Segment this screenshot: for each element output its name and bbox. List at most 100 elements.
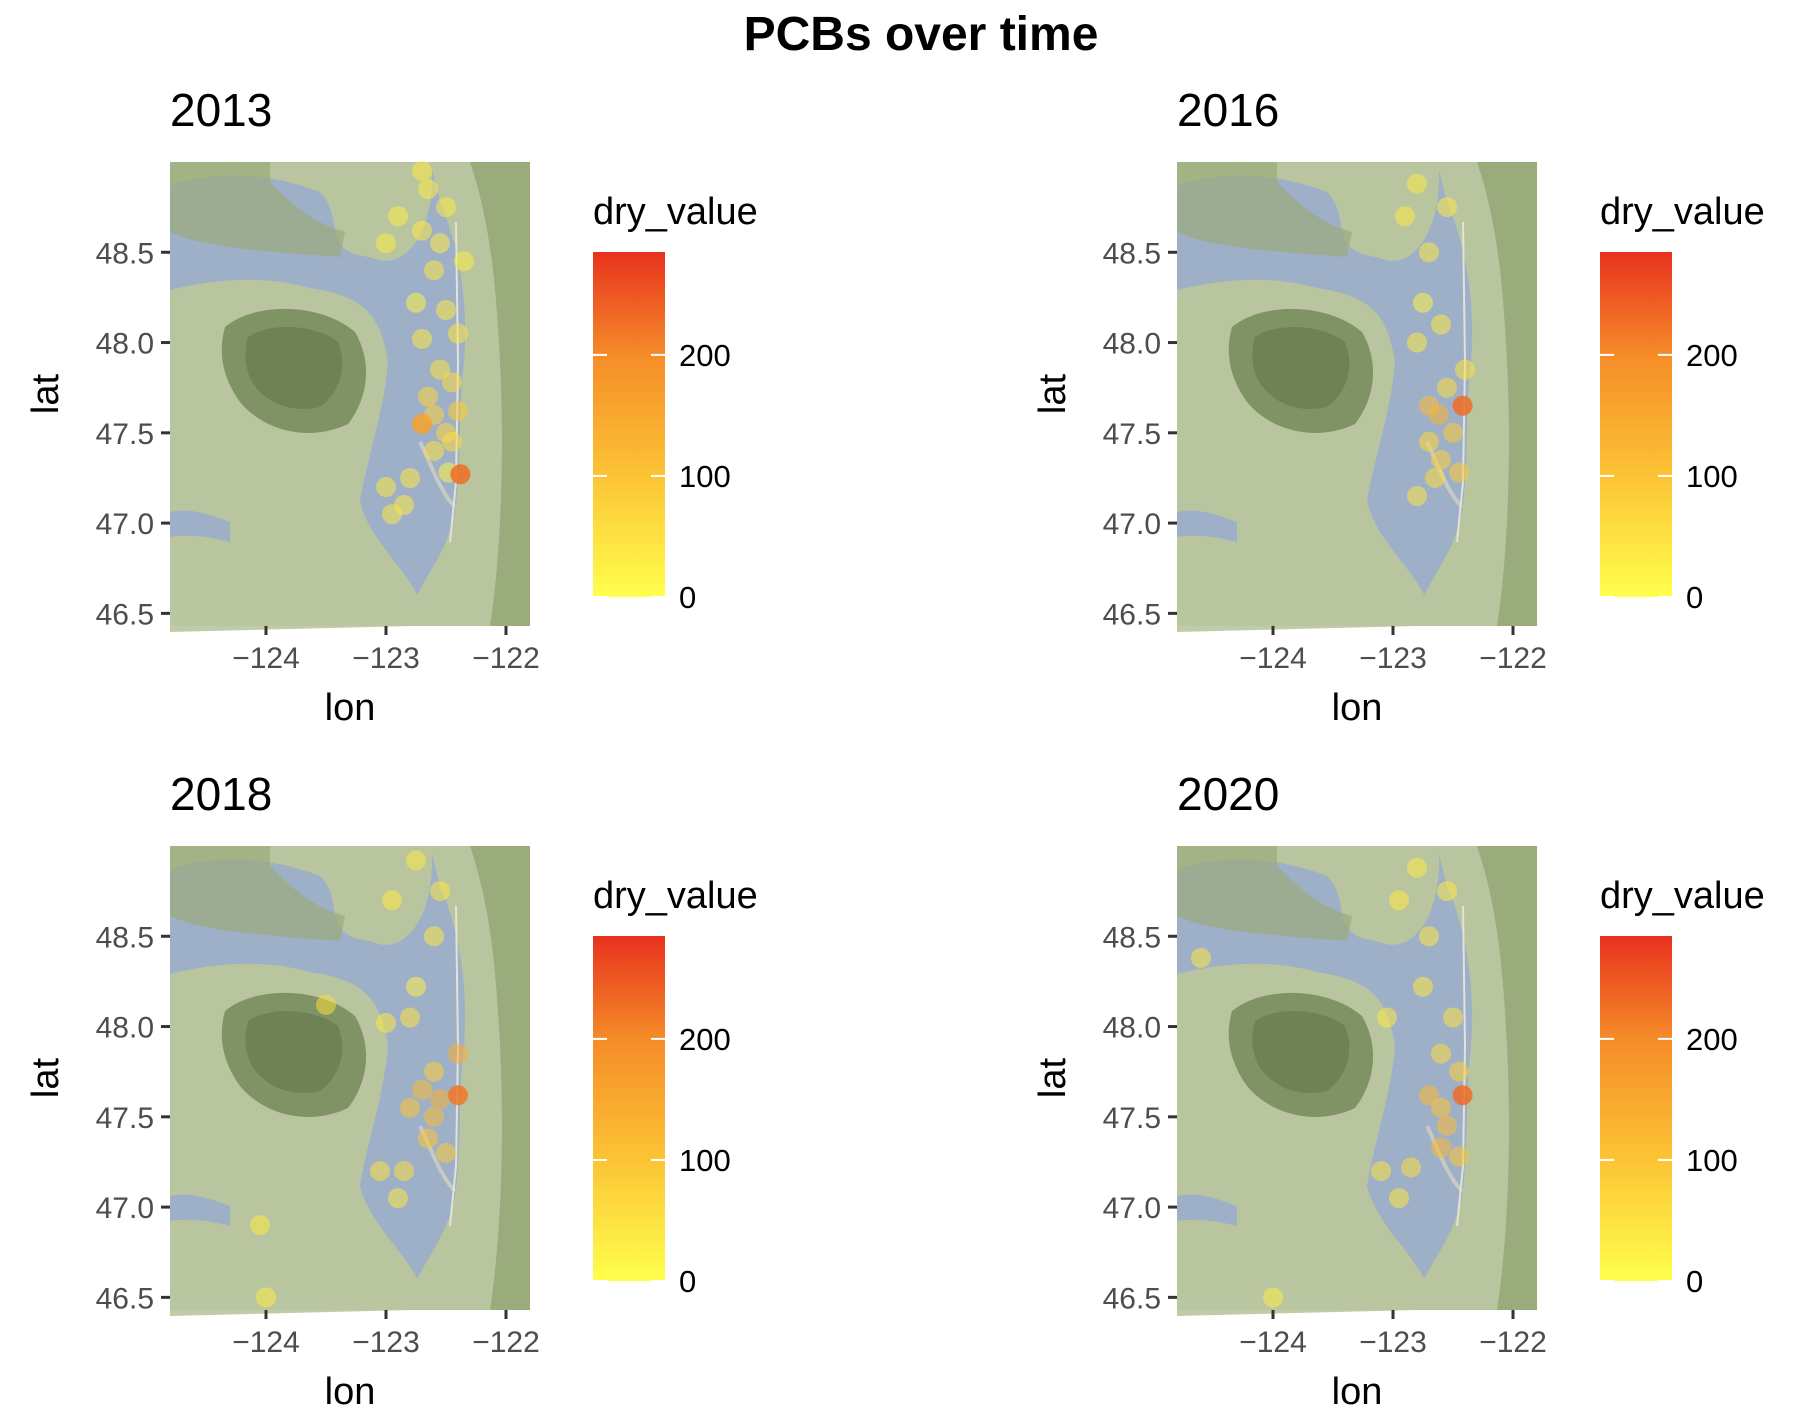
data-point: [448, 1085, 468, 1106]
y-tick-label: 48.5: [1103, 237, 1161, 270]
y-tick-label: 47.5: [1103, 418, 1161, 451]
y-tick-label: 47.0: [96, 508, 154, 541]
legend-tick-label: 100: [1686, 1143, 1738, 1178]
data-point: [1431, 1097, 1451, 1118]
color-legend: dry_value 0 100 200: [1600, 875, 1765, 1299]
x-tick-label: −122: [472, 1326, 540, 1359]
data-point: [1455, 359, 1475, 380]
data-point: [1449, 462, 1469, 483]
data-point: [1419, 926, 1439, 947]
data-point: [412, 220, 432, 241]
colorbar: [593, 936, 665, 1281]
y-tick-label: 48.5: [1103, 921, 1161, 954]
data-point: [1437, 377, 1457, 398]
x-tick-label: −122: [472, 642, 540, 675]
x-tick-label: −124: [1239, 1326, 1307, 1359]
data-point: [1395, 206, 1415, 227]
y-tick-label: 46.5: [96, 598, 154, 631]
data-point: [1413, 292, 1433, 313]
data-point: [1413, 976, 1433, 997]
data-point: [418, 1128, 438, 1149]
y-tick-label: 48.5: [96, 237, 154, 270]
data-point: [1452, 395, 1473, 416]
x-tick-label: −123: [352, 1326, 420, 1359]
colorbar: [1600, 252, 1672, 597]
data-point: [424, 440, 444, 461]
data-point: [454, 251, 474, 272]
data-point: [406, 850, 426, 871]
y-axis-label: lat: [1032, 373, 1074, 414]
panel-2020: 2020 −124 −123 −122 46.5 47.0 47.5 48.0 48.5 lon l…: [1032, 768, 1765, 1413]
data-point: [1431, 1137, 1451, 1158]
data-point: [442, 431, 462, 452]
data-point: [1443, 422, 1463, 443]
panel-title: 2018: [170, 768, 272, 820]
x-tick-label: −122: [1479, 1326, 1547, 1359]
data-point: [1425, 468, 1445, 488]
data-point: [450, 464, 471, 485]
panel-title: 2013: [170, 84, 272, 136]
legend-tick-label: 200: [1686, 1022, 1738, 1057]
data-point: [418, 179, 438, 200]
data-point: [388, 206, 408, 227]
x-axis-label: lon: [1332, 1371, 1383, 1413]
data-point: [382, 504, 402, 525]
legend-tick-label: 100: [679, 459, 731, 494]
x-tick-label: −123: [1359, 1326, 1427, 1359]
x-tick-label: −123: [352, 642, 420, 675]
panel-2018: 2018 −124 −123 −122 46.5 47.0 47.5 48.0 48.5 lon l…: [25, 768, 758, 1413]
data-point: [406, 292, 426, 313]
data-point: [424, 260, 444, 281]
y-tick-label: 46.5: [1103, 1282, 1161, 1315]
color-legend: dry_value 0 100 200: [1600, 191, 1765, 615]
data-point: [1443, 1007, 1463, 1028]
data-point: [424, 1106, 444, 1127]
legend-tick-label: 200: [1686, 338, 1738, 373]
data-point: [1431, 449, 1451, 470]
legend-title: dry_value: [1600, 875, 1765, 917]
data-point: [430, 233, 450, 254]
y-tick-label: 47.5: [96, 1102, 154, 1135]
data-point: [1419, 431, 1439, 452]
legend-tick-label: 0: [1686, 1264, 1703, 1299]
color-legend: dry_value 0 100 200: [593, 875, 758, 1299]
data-point: [394, 1161, 414, 1181]
data-point: [316, 994, 336, 1015]
data-point: [1428, 404, 1449, 425]
data-point: [442, 372, 462, 393]
data-point: [412, 413, 432, 434]
data-point: [388, 1188, 408, 1209]
data-point: [1407, 173, 1427, 194]
x-tick-label: −124: [232, 642, 300, 675]
y-tick-label: 47.5: [1103, 1102, 1161, 1135]
color-legend: dry_value 0 100 200: [593, 191, 758, 615]
data-point: [400, 1007, 420, 1028]
y-tick-label: 48.0: [1103, 1012, 1161, 1045]
basemap-image: [170, 162, 530, 632]
legend-tick-label: 0: [679, 580, 696, 615]
data-point: [424, 1061, 444, 1082]
colorbar: [1600, 936, 1672, 1281]
data-point: [376, 1012, 396, 1033]
data-point: [250, 1215, 270, 1236]
data-point: [436, 300, 456, 320]
data-point: [400, 468, 420, 488]
x-axis-label: lon: [1332, 687, 1383, 729]
y-tick-label: 47.0: [96, 1192, 154, 1225]
data-point: [1377, 1007, 1397, 1028]
panel-2013: 2013 −124 −123 −122 46.5 47.0 47.5 48.0 48.5 lon l…: [25, 84, 758, 729]
legend-tick-label: 200: [679, 338, 731, 373]
data-point: [406, 976, 426, 997]
y-tick-label: 48.0: [1103, 328, 1161, 361]
y-tick-label: 46.5: [1103, 598, 1161, 631]
data-point: [256, 1287, 276, 1308]
y-tick-label: 48.0: [96, 1012, 154, 1045]
basemap-image: [170, 846, 530, 1316]
data-point: [376, 477, 396, 497]
legend-tick-label: 0: [1686, 580, 1703, 615]
data-point: [448, 1043, 468, 1064]
panel-title: 2016: [1177, 84, 1279, 136]
figure-title: PCBs over time: [744, 8, 1099, 61]
data-point: [430, 881, 450, 902]
